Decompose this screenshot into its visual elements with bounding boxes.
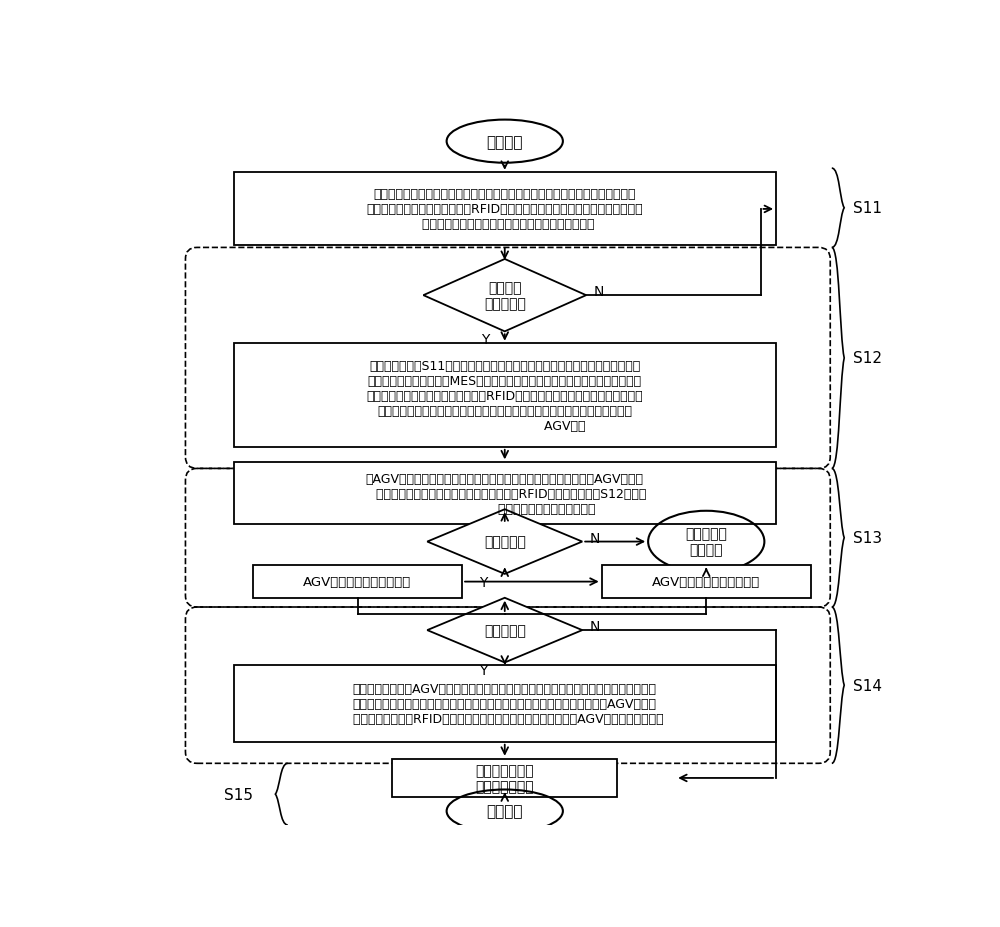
Text: 是否胶料？: 是否胶料？ <box>484 624 526 638</box>
Text: S11: S11 <box>854 201 883 216</box>
FancyBboxPatch shape <box>602 565 811 598</box>
Text: 当前容器
生产完毕？: 当前容器 生产完毕？ <box>484 281 526 311</box>
Text: S14: S14 <box>854 678 883 692</box>
FancyBboxPatch shape <box>392 759 617 797</box>
Text: Y: Y <box>479 664 487 678</box>
Text: 入库结束: 入库结束 <box>486 804 523 819</box>
Polygon shape <box>427 510 582 575</box>
Text: N: N <box>594 285 604 299</box>
Text: N: N <box>590 619 600 633</box>
Text: Y: Y <box>479 575 487 589</box>
FancyBboxPatch shape <box>234 173 776 247</box>
Text: 比对正确？: 比对正确？ <box>484 535 526 549</box>
Text: AGV叉取容器进行异常入库: AGV叉取容器进行异常入库 <box>652 576 760 589</box>
FancyBboxPatch shape <box>234 463 776 525</box>
Text: 生产完毕后步骤S11中的空容器内即存储有当前工序所生产的物料，信息追溯系
统从当前工序生产设备或MES系统获取物料数量，信息追溯系统通过设备料仓静
态识别端向该: 生产完毕后步骤S11中的空容器内即存储有当前工序所生产的物料，信息追溯系 统从当… <box>366 360 643 432</box>
FancyBboxPatch shape <box>234 344 776 448</box>
Text: S15: S15 <box>224 787 253 802</box>
Text: 当空容器进入到工序生产设备料仓时，信息追溯系统通过安装在料仓内的设备料
仓静态识别端读取容器上安装的RFID卡中的容器号，并将容器号与当前工序生产
  设备生产: 当空容器进入到工序生产设备料仓时，信息追溯系统通过安装在料仓内的设备料 仓静态识… <box>366 188 643 231</box>
Text: S13: S13 <box>854 530 883 546</box>
Text: 当AGV小车到达上述工序生产设备料仓取货时，信息追溯系统通过AGV小车动
   态识别端动态读取该存储了物料的容器上的RFID卡信息并与步骤S12中所述
   : 当AGV小车到达上述工序生产设备料仓取货时，信息追溯系统通过AGV小车动 态识别… <box>364 472 646 515</box>
Text: 信息追溯系统调度AGV小车到称重站进行称重，称重完成后信息追溯系统从称重站获取重
量信息，信息追溯系统还将重量信息更新到当前的物料入库作业指令中并通过AGV小车: 信息追溯系统调度AGV小车到称重站进行称重，称重完成后信息追溯系统从称重站获取重… <box>345 682 664 725</box>
Text: 入库完成追溯系
统进行库存记账: 入库完成追溯系 统进行库存记账 <box>475 763 534 794</box>
Polygon shape <box>423 260 586 332</box>
Polygon shape <box>427 598 582 663</box>
Text: 停车报警，
人为处理: 停车报警， 人为处理 <box>685 527 727 557</box>
Text: Y: Y <box>481 333 490 347</box>
FancyBboxPatch shape <box>253 565 462 598</box>
Text: 物料入库: 物料入库 <box>486 134 523 149</box>
Text: S12: S12 <box>854 351 883 366</box>
Text: AGV叉取容器进行正常入库: AGV叉取容器进行正常入库 <box>303 576 412 589</box>
FancyBboxPatch shape <box>234 665 776 742</box>
Text: N: N <box>590 531 600 545</box>
